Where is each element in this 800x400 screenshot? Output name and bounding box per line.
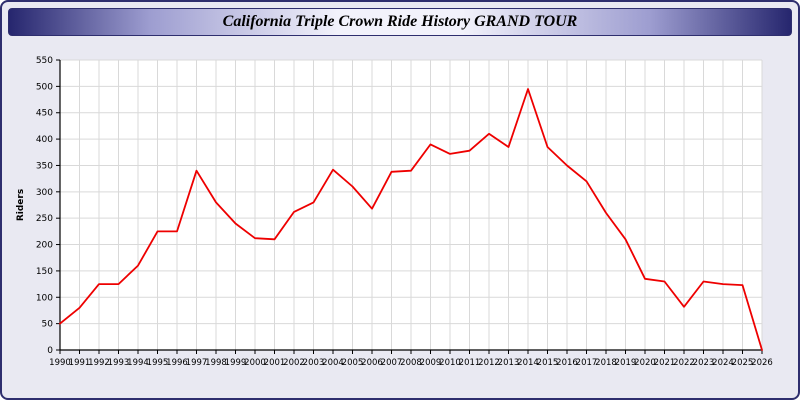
x-tick-label: 2017 [576,358,598,368]
x-tick-label: 1992 [88,358,110,368]
x-tick-label: 2021 [654,358,676,368]
y-tick-label: 500 [36,82,53,92]
y-tick-label: 100 [36,293,53,303]
x-tick-label: 1998 [205,358,227,368]
x-tick-label: 2006 [361,358,383,368]
x-tick-label: 1996 [166,358,188,368]
x-tick-label: 2016 [556,358,578,368]
riders-line [59,88,763,351]
y-tick-label: 450 [36,109,53,119]
x-tick-label: 1993 [108,358,130,368]
x-tick-label: 1995 [147,358,169,368]
x-tick-label: 2019 [615,358,637,368]
x-tick-label: 2026 [751,358,773,368]
y-axis-label: Riders [16,189,26,221]
line-chart: 1990199119921993199419951996199719981999… [16,56,773,368]
x-tick-label: 2015 [537,358,559,368]
y-tick-label: 200 [36,241,53,251]
y-tick-label: 350 [36,161,53,171]
chart-area: 1990 1991 1992 1993 1994 1995 1996 1997 1998 1999… [10,46,794,394]
chart-title: California Triple Crown Ride History GRA… [222,13,578,30]
x-tick-label: 1999 [225,358,247,368]
x-tick-label: 2002 [283,358,305,368]
y-tick-label: 0 [47,346,53,356]
y-tick-label: 150 [36,267,53,277]
x-tick-label: 2023 [693,358,715,368]
x-tick-label: 2009 [420,358,442,368]
x-tick-label: 2018 [595,358,617,368]
x-tick-label: 2012 [478,358,500,368]
x-tick-label: 2013 [498,358,520,368]
x-tick-label: 1994 [127,358,149,368]
x-tick-label: 2011 [459,358,481,368]
x-tick-label: 1997 [186,358,208,368]
y-tick-label: 50 [42,320,54,330]
x-tick-label: 2007 [381,358,403,368]
x-tick-label: 2005 [342,358,364,368]
x-tick-label: 2001 [264,358,286,368]
x-tick-label: 2020 [634,358,656,368]
x-tick-label: 2025 [732,358,754,368]
y-tick-label: 250 [36,214,53,224]
x-tick-label: 1991 [69,358,91,368]
x-tick-label: 2000 [244,358,266,368]
y-tick-label: 550 [36,56,53,66]
x-tick-label: 2010 [439,358,461,368]
y-tick-label: 300 [36,188,53,198]
y-tick-label: 400 [36,135,53,145]
x-tick-label: 1990 [49,358,71,368]
x-tick-label: 2004 [322,358,344,368]
chart-title-bar: California Triple Crown Ride History GRA… [8,8,792,36]
x-tick-label: 2003 [303,358,325,368]
x-tick-label: 2014 [517,358,539,368]
x-tick-label: 2008 [400,358,422,368]
x-tick-label: 2022 [673,358,695,368]
x-tick-label: 2024 [712,358,734,368]
